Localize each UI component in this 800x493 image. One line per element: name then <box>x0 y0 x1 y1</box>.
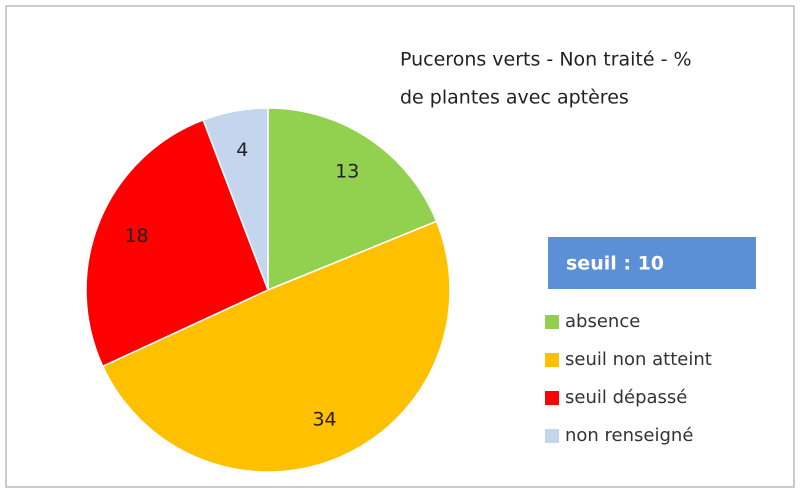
data-label: 34 <box>312 409 336 431</box>
legend-swatch <box>545 315 559 329</box>
pie-slice <box>85 118 269 368</box>
chart-title: de plantes avec aptères <box>400 87 629 109</box>
pie-slice <box>101 220 451 473</box>
annotation-box <box>548 237 756 289</box>
data-label: 4 <box>236 139 248 161</box>
legend-label: seuil non atteint <box>565 349 712 370</box>
legend-label: non renseigné <box>565 425 693 446</box>
data-label: 13 <box>335 161 359 183</box>
chart-title: Pucerons verts - Non traité - % <box>400 49 692 71</box>
pie-slice <box>267 107 438 292</box>
pie-slice <box>202 107 269 291</box>
legend-swatch <box>545 429 559 443</box>
legend-swatch <box>545 391 559 405</box>
legend-label: absence <box>565 311 640 332</box>
legend-swatch <box>545 353 559 367</box>
legend-label: seuil dépassé <box>565 387 687 408</box>
annotation: seuil : 10 <box>566 253 664 275</box>
data-label: 18 <box>124 225 148 247</box>
